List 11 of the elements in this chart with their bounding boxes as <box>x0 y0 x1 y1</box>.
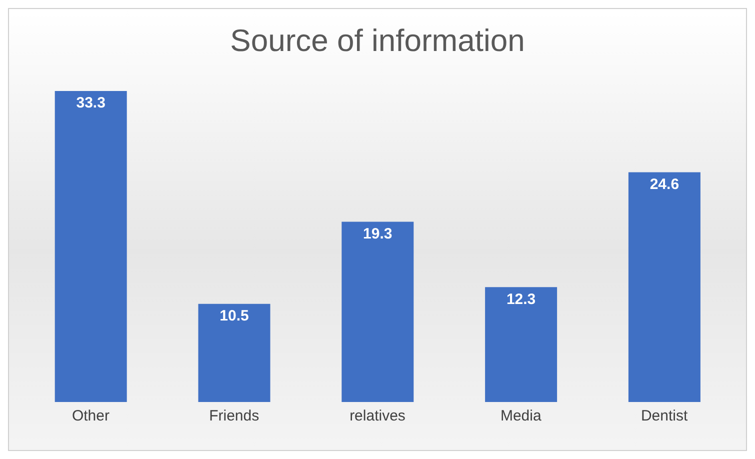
data-label: 10.5 <box>220 308 249 325</box>
x-tick-label: Dentist <box>640 408 688 425</box>
x-tick-label: relatives <box>350 408 406 425</box>
data-label: 12.3 <box>506 290 536 308</box>
data-label: 33.3 <box>76 94 106 112</box>
data-label: 24.6 <box>650 176 680 193</box>
chart-title: Source of information <box>229 23 526 59</box>
data-label: 19.3 <box>363 225 392 242</box>
x-tick-label: Friends <box>209 408 260 425</box>
x-tick-label: Other <box>72 408 110 425</box>
x-tick-label: Media <box>500 408 542 425</box>
